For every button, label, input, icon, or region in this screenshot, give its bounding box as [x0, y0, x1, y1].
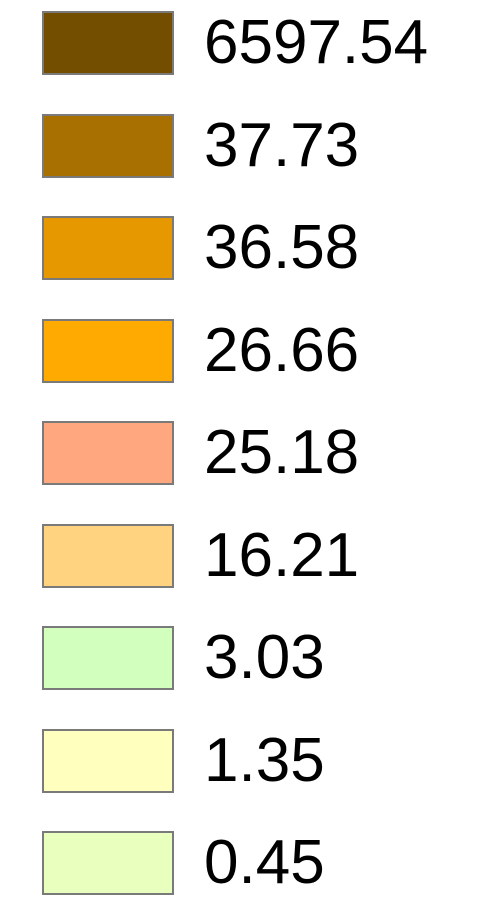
legend-label: 37.73 — [204, 111, 360, 180]
legend-item: 26.66 — [42, 316, 462, 387]
legend-label: 26.66 — [204, 316, 360, 385]
legend-label: 36.58 — [204, 213, 360, 282]
legend-item: 1.35 — [42, 726, 462, 797]
legend-item: 37.73 — [42, 111, 462, 182]
legend-label: 6597.54 — [204, 8, 429, 77]
legend-item: 25.18 — [42, 418, 462, 489]
legend-label: 16.21 — [204, 521, 360, 590]
legend-item: 16.21 — [42, 521, 462, 592]
legend-swatch — [42, 729, 174, 793]
legend-item: 6597.54 — [42, 8, 462, 79]
legend-swatch — [42, 216, 174, 280]
legend-label: 3.03 — [204, 623, 325, 692]
legend-swatch — [42, 11, 174, 75]
legend-swatch — [42, 319, 174, 383]
legend-swatch — [42, 626, 174, 690]
legend-label: 0.45 — [204, 828, 325, 897]
legend-item: 36.58 — [42, 213, 462, 284]
legend-swatch — [42, 421, 174, 485]
legend-item: 0.45 — [42, 828, 462, 899]
legend-swatch — [42, 524, 174, 588]
legend-label: 25.18 — [204, 418, 360, 487]
legend-label: 1.35 — [204, 726, 325, 795]
legend-swatch — [42, 831, 174, 895]
legend-swatch — [42, 114, 174, 178]
legend-item: 3.03 — [42, 623, 462, 694]
